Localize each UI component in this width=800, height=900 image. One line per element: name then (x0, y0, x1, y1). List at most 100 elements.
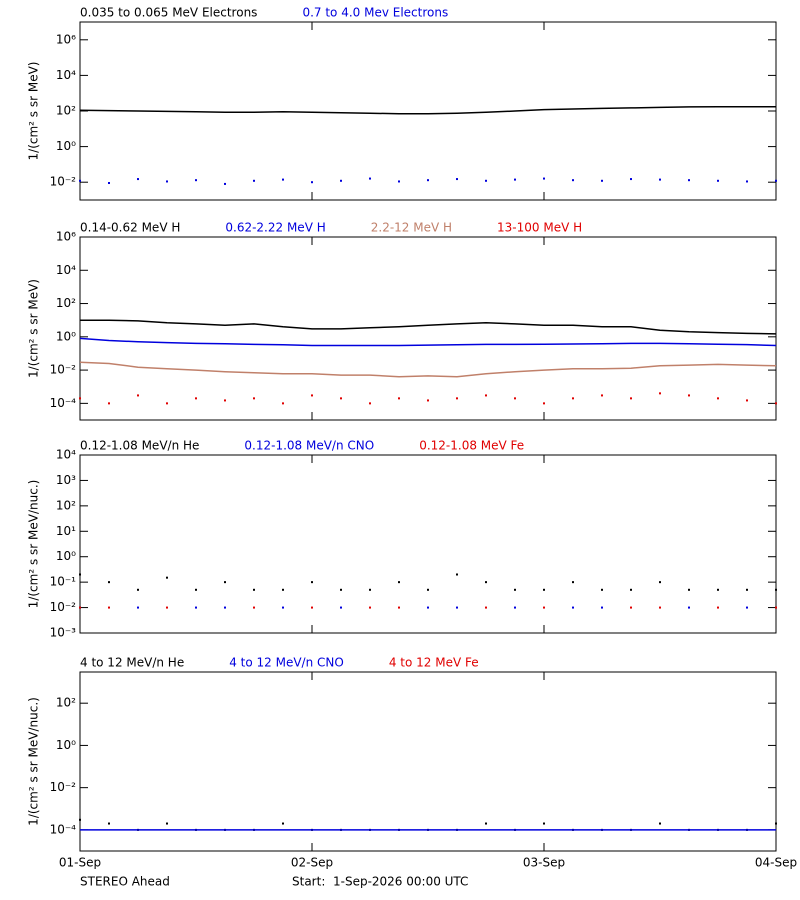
y-tick-label: 10² (56, 696, 76, 710)
y-tick-label: 10⁰ (56, 139, 76, 153)
data-point (166, 576, 168, 579)
legend-entry: 4 to 12 MeV Fe (389, 656, 479, 670)
data-point (108, 581, 110, 584)
data-point (166, 822, 168, 825)
data-point (427, 588, 429, 591)
data-point (717, 588, 719, 591)
y-tick-label: 10¹ (56, 524, 76, 538)
data-point (775, 588, 777, 591)
legend-entry: 0.12-1.08 MeV Fe (419, 439, 524, 453)
y-axis-label: 1/(cm² s sr MeV/nuc.) (27, 480, 41, 609)
x-tick-label: 01-Sep (59, 856, 101, 870)
data-point (688, 606, 690, 609)
data-point (311, 581, 313, 584)
data-point (253, 179, 255, 182)
data-point (514, 397, 516, 400)
series-line (79, 361, 777, 378)
data-point (456, 606, 458, 609)
y-tick-label: 10⁴ (56, 68, 76, 82)
data-point (572, 581, 574, 584)
y-axis-label: 1/(cm² s sr MeV) (27, 62, 41, 161)
data-point (688, 179, 690, 182)
data-point (340, 606, 342, 609)
legend-entry: 0.7 to 4.0 Mev Electrons (302, 6, 448, 20)
y-tick-label: 10⁰ (56, 329, 76, 343)
data-point (79, 179, 81, 182)
data-point (166, 180, 168, 183)
legend-entry: 4 to 12 MeV/n CNO (229, 656, 344, 670)
data-point (282, 606, 284, 609)
data-point (601, 588, 603, 591)
data-point (79, 818, 81, 821)
data-point (688, 588, 690, 591)
data-point (456, 178, 458, 181)
data-point (195, 606, 197, 609)
data-point (166, 606, 168, 609)
data-point (456, 573, 458, 576)
data-point (485, 581, 487, 584)
data-point (514, 588, 516, 591)
data-point (398, 606, 400, 609)
data-point (311, 394, 313, 397)
y-tick-label: 10² (56, 104, 76, 118)
data-point (224, 182, 226, 185)
y-tick-label: 10⁻² (50, 175, 77, 189)
data-point (630, 397, 632, 400)
data-point (195, 397, 197, 400)
data-point (427, 399, 429, 402)
y-tick-label: 10⁻⁴ (50, 822, 77, 836)
legend-entry: 4 to 12 MeV/n He (80, 656, 184, 670)
data-point (427, 606, 429, 609)
y-tick-label: 10⁻³ (50, 626, 77, 640)
footer-right: Start: 1-Sep-2026 00:00 UTC (292, 875, 468, 889)
data-point (601, 606, 603, 609)
legend-entry: 2.2-12 MeV H (371, 221, 452, 235)
data-point (746, 588, 748, 591)
y-tick-label: 10⁻² (50, 600, 77, 614)
data-point (224, 581, 226, 584)
plot-frame (79, 454, 777, 634)
y-tick-label: 10³ (56, 473, 76, 487)
data-point (369, 402, 371, 405)
data-point (630, 588, 632, 591)
legend-entry: 0.62-2.22 MeV H (225, 221, 325, 235)
y-tick-label: 10⁻¹ (50, 575, 77, 589)
data-point (369, 606, 371, 609)
data-point (340, 397, 342, 400)
data-point (514, 606, 516, 609)
data-point (108, 606, 110, 609)
y-tick-label: 10⁴ (56, 448, 76, 462)
data-point (659, 606, 661, 609)
data-point (514, 178, 516, 181)
y-tick-label: 10⁰ (56, 738, 76, 752)
y-axis-label: 1/(cm² s sr MeV) (27, 279, 41, 378)
data-point (340, 588, 342, 591)
data-point (369, 177, 371, 180)
data-point (688, 394, 690, 397)
data-point (717, 179, 719, 182)
y-tick-label: 10⁶ (56, 230, 76, 244)
data-point (543, 588, 545, 591)
data-point (659, 822, 661, 825)
y-tick-label: 10² (56, 498, 76, 512)
data-point (775, 179, 777, 182)
y-tick-label: 10⁰ (56, 549, 76, 563)
y-tick-label: 10⁴ (56, 263, 76, 277)
data-point (398, 581, 400, 584)
series-line (79, 105, 776, 115)
data-point (775, 606, 777, 609)
data-point (137, 394, 139, 397)
data-point (108, 402, 110, 405)
data-point (543, 822, 545, 825)
y-tick-label: 10⁶ (56, 32, 76, 46)
data-point (195, 588, 197, 591)
data-point (630, 178, 632, 181)
data-point (282, 822, 284, 825)
footer-left: STEREO Ahead (80, 875, 170, 889)
data-point (253, 397, 255, 400)
series-line (80, 319, 777, 335)
data-point (601, 394, 603, 397)
data-point (543, 177, 545, 180)
data-point (311, 181, 313, 184)
y-tick-label: 10² (56, 296, 76, 310)
